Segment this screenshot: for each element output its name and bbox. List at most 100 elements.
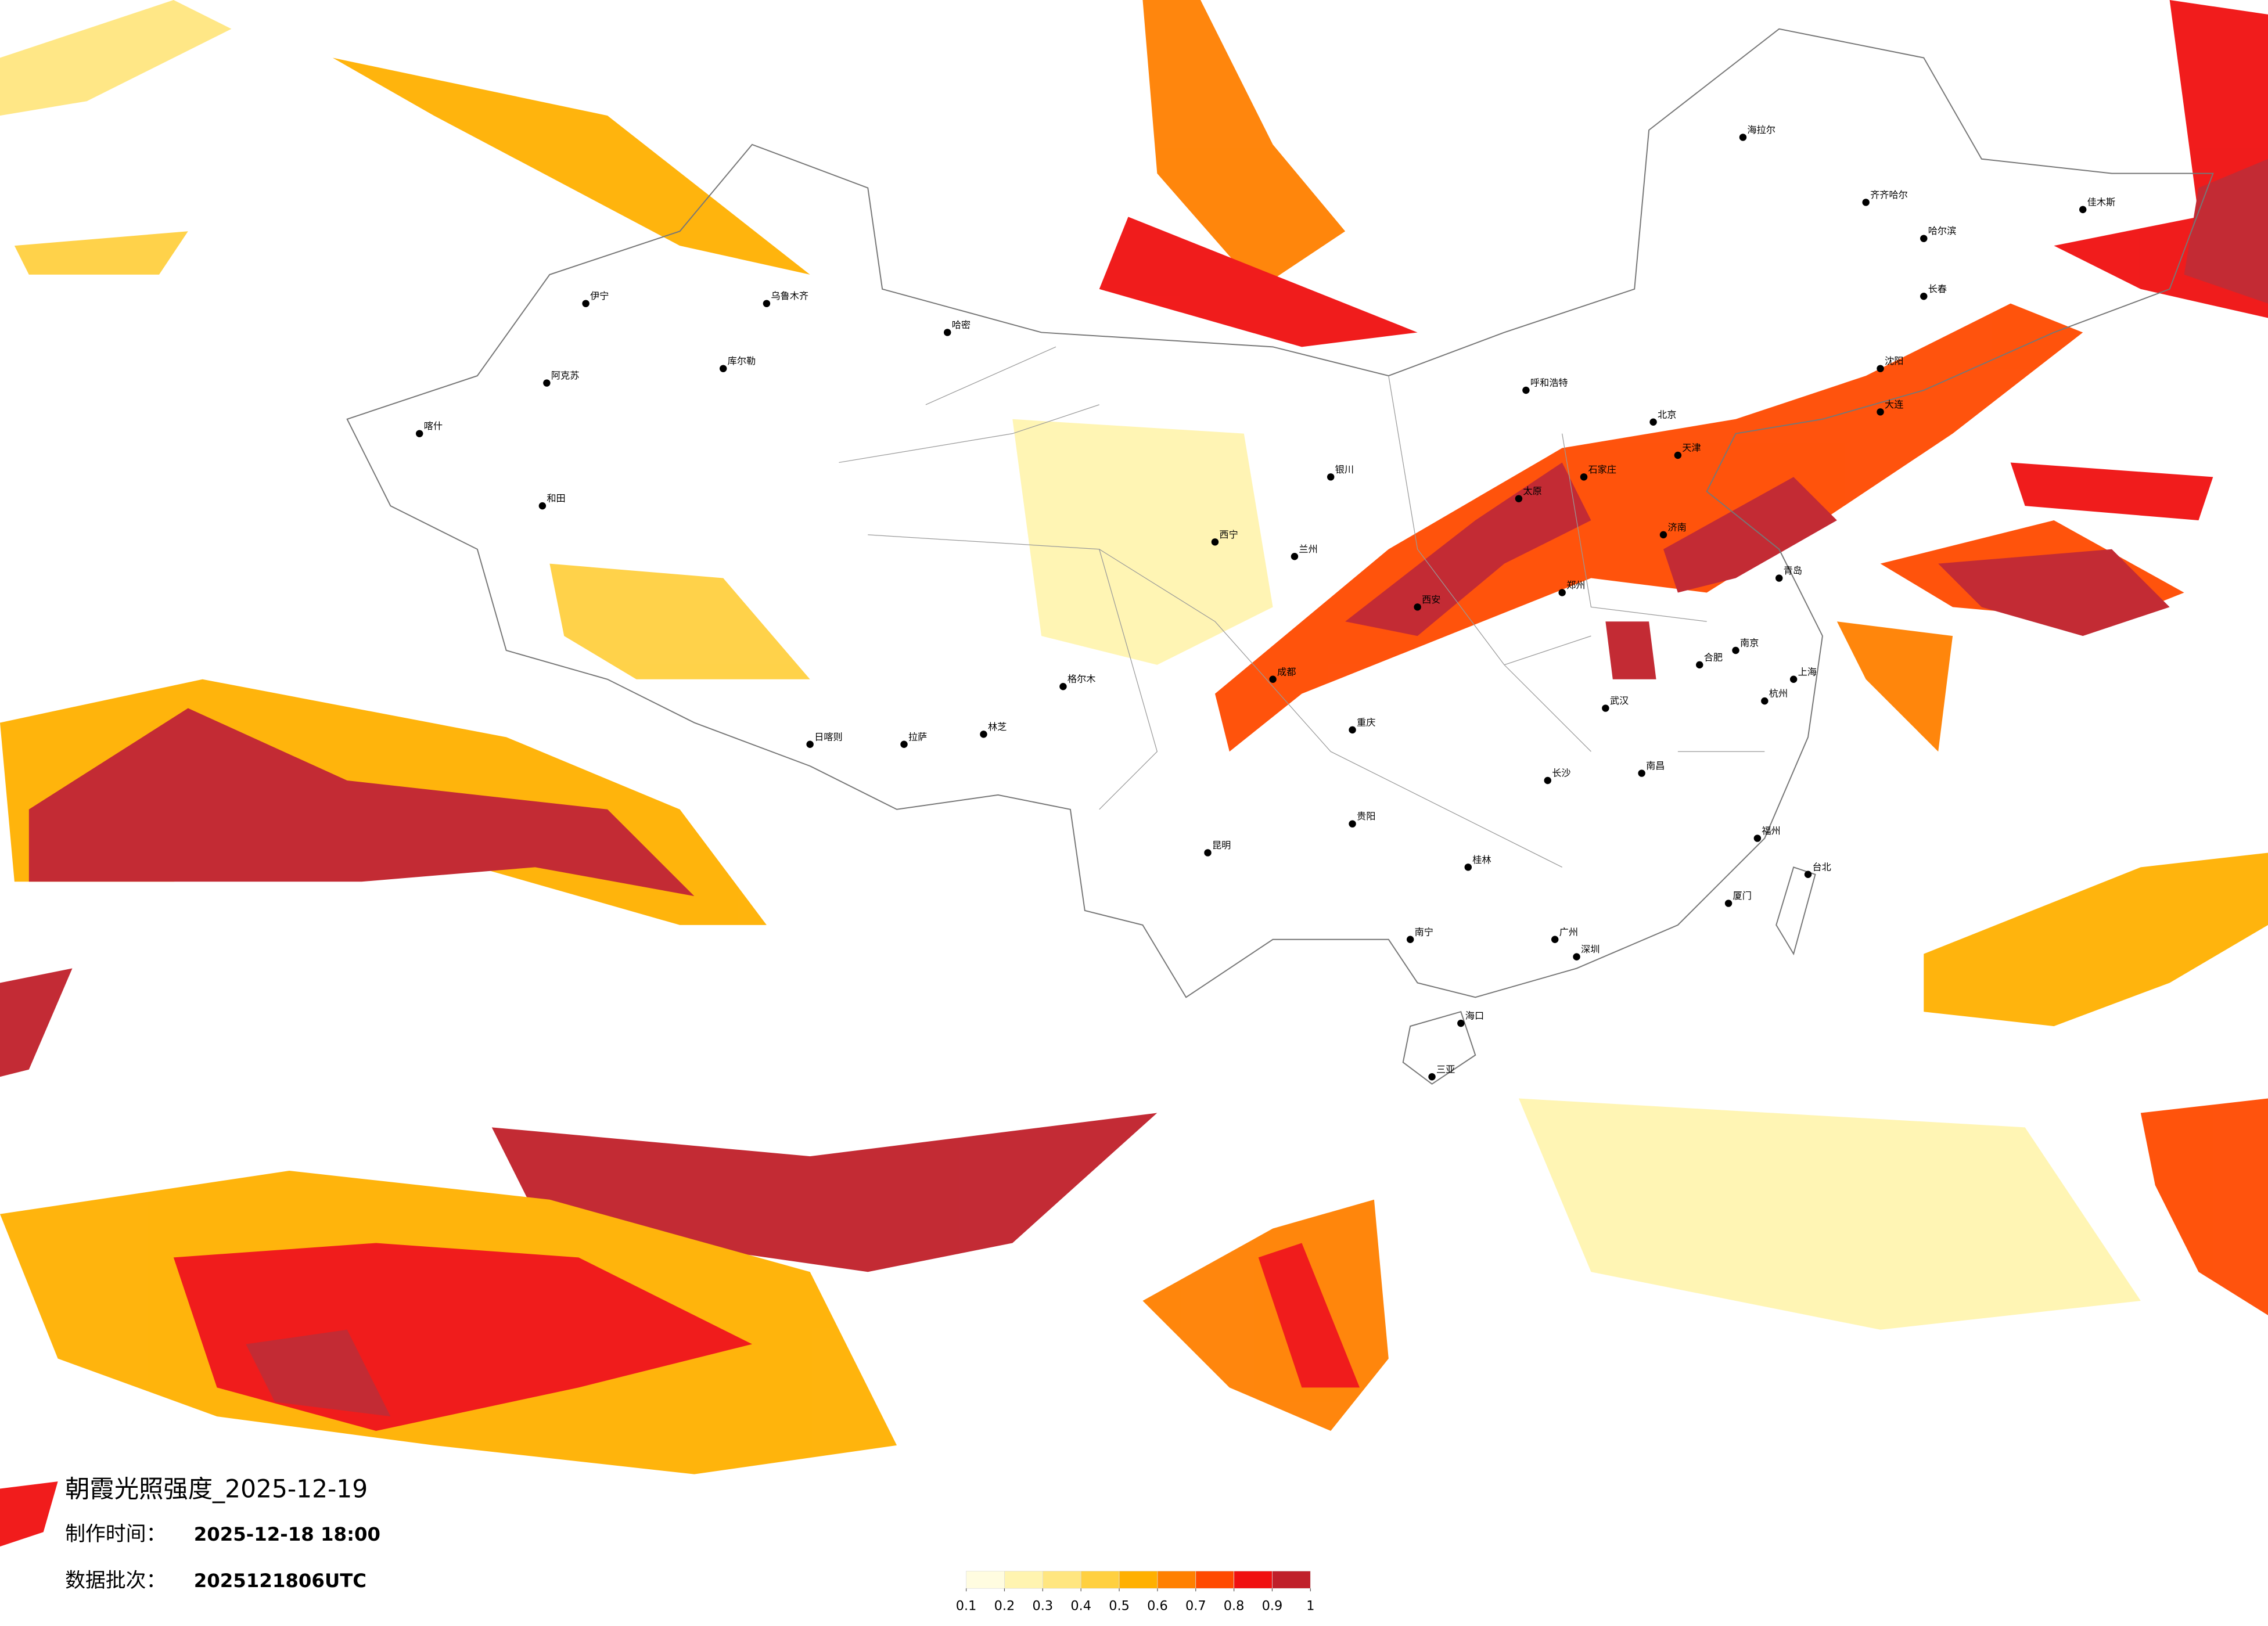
colorbar: 0.1 0.2 0.3 0.4 0.5 0.6 0.7 0.8 0.9 1 [956,1571,1314,1614]
city-dot [1724,900,1733,907]
city-label: 昆明 [1212,840,1231,851]
city-dot [1602,704,1609,712]
colorbar-tick-label: 0.2 [994,1599,1015,1614]
city-label: 厦门 [1733,890,1752,901]
city-label: 海拉尔 [1747,124,1775,135]
colorbar-tick-label: 0.3 [1033,1599,1054,1614]
city-dot [806,740,814,748]
made-time: 2025-12-18 18:00 [194,1523,380,1545]
city-label: 深圳 [1581,944,1600,955]
batch-label: 数据批次： [65,1569,166,1592]
colorbar-tick-label: 0.7 [1185,1599,1206,1614]
city-dot [1327,473,1335,481]
city-dot [1920,293,1928,300]
city-label: 广州 [1559,926,1578,937]
city-dot [1732,646,1739,654]
city-label: 拉萨 [908,731,927,742]
country-outline [346,28,2214,998]
city-label: 呼和浩特 [1530,377,1568,388]
city-dot [1204,849,1212,857]
colorbar-tick-label: 0.9 [1262,1599,1283,1614]
city-dot [582,300,590,307]
city-label: 长春 [1928,283,1947,294]
city-dot [1269,675,1277,683]
city-dot [1696,661,1703,669]
city-dot [1659,531,1667,539]
intensity-field [0,0,2268,1547]
city-label: 哈密 [952,319,971,330]
city-dot [1457,1019,1465,1027]
colorbar-box [1004,1571,1043,1589]
colorbar-tick-label: 1 [1306,1599,1314,1614]
city-dot [1059,683,1067,690]
city-dot [1211,538,1219,546]
colorbar-tick-label: 0.4 [1070,1599,1091,1614]
batch: 2025121806UTC [194,1570,366,1592]
city-label: 阿克苏 [551,370,580,381]
city-dot [1349,726,1356,734]
city-label: 天津 [1682,443,1701,454]
map-title: 朝霞光照强度_2025-12-19 [65,1475,368,1503]
city-label: 济南 [1667,521,1686,533]
city-dot [1544,776,1551,785]
city-dot [1558,589,1566,596]
city-dot [1775,574,1783,582]
city-label: 杭州 [1769,688,1788,699]
city-dot [980,731,987,738]
city-label: 上海 [1798,666,1817,677]
city-label: 齐齐哈尔 [1870,189,1908,200]
taiwan [1775,866,1816,956]
city-dot [944,329,951,336]
city-dot [1522,386,1530,394]
city-dot [538,502,547,510]
city-dot [1753,834,1762,842]
colorbar-box [1119,1571,1158,1589]
city-label: 哈尔滨 [1928,225,1957,236]
city-label: 沈阳 [1885,355,1903,366]
city-label: 喀什 [424,420,443,431]
city-dot [1638,769,1645,777]
city-label: 台北 [1813,861,1831,872]
city-dot [1877,408,1884,416]
city-label: 西安 [1422,594,1440,605]
city-label: 福州 [1762,825,1780,836]
city-dot [543,379,551,387]
city-label: 郑州 [1566,580,1585,591]
colorbar-box [966,1571,1005,1589]
city-label: 乌鲁木齐 [771,290,808,301]
city-label: 佳木斯 [2087,196,2116,207]
city-label: 大连 [1885,399,1903,410]
city-dot [763,300,771,307]
city-label: 西宁 [1219,529,1238,540]
city-label: 武汉 [1610,695,1629,706]
city-dot [1789,675,1798,683]
city-label: 青岛 [1784,565,1802,576]
colorbar-box [1195,1571,1234,1589]
city-label: 南昌 [1646,760,1665,771]
city-dot [415,430,423,437]
colorbar-tick-label: 0.5 [1109,1599,1130,1614]
city-label: 银川 [1335,464,1354,475]
city-dot [1573,953,1580,961]
colorbar-tick-label: 0.6 [1147,1599,1168,1614]
city-dot [1920,235,1928,242]
city-dot [1551,936,1559,943]
city-dot [1649,418,1657,426]
city-dot [1349,820,1356,828]
city-label: 北京 [1658,409,1676,420]
city-dot [1414,603,1421,611]
city-label: 林芝 [988,721,1007,732]
city-label: 日喀则 [814,731,843,742]
city-label: 贵阳 [1357,811,1375,822]
hainan [1402,1011,1476,1085]
city-label: 库尔勒 [728,355,756,366]
city-dot [2079,206,2087,214]
province-lines [839,346,1765,868]
city-label: 成都 [1277,666,1296,677]
city-label: 三亚 [1436,1064,1455,1075]
city-label: 重庆 [1357,717,1375,728]
city-label: 南京 [1740,638,1759,649]
